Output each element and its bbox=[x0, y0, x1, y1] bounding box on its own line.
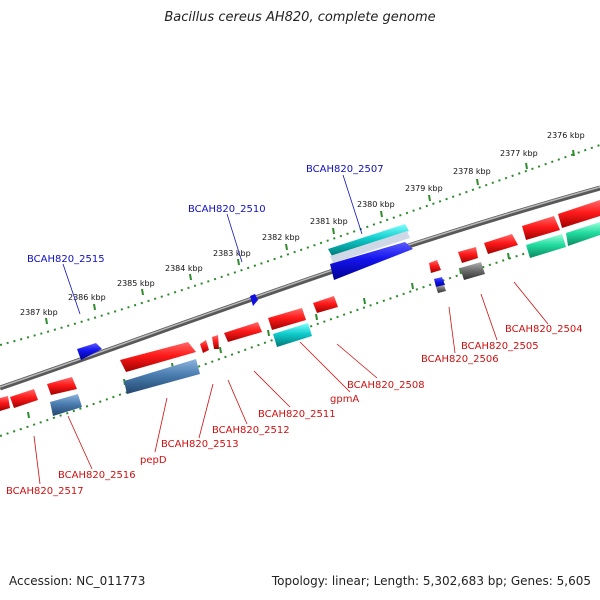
gene-arrow[interactable] bbox=[200, 340, 209, 353]
gene-label-BCAH820_2517[interactable]: BCAH820_2517 bbox=[6, 486, 84, 497]
kbp-label: 2387 kbp bbox=[20, 308, 58, 317]
gene-arrow[interactable] bbox=[268, 308, 306, 330]
gene-label-gpmA[interactable]: gpmA bbox=[330, 394, 359, 405]
gene-arrow[interactable] bbox=[330, 242, 413, 280]
gene-arrow[interactable] bbox=[313, 296, 338, 313]
reverse-label-leaders bbox=[33, 281, 549, 485]
gene-label-BCAH820_2515[interactable]: BCAH820_2515 bbox=[27, 254, 105, 265]
gene-arrow[interactable] bbox=[77, 343, 102, 360]
gene-label-BCAH820_2508[interactable]: BCAH820_2508 bbox=[347, 380, 425, 391]
gene-label-BCAH820_2506[interactable]: BCAH820_2506 bbox=[421, 354, 499, 365]
kbp-label: 2383 kbp bbox=[213, 249, 251, 258]
gene-arrow[interactable] bbox=[460, 262, 485, 280]
gene-arrow[interactable] bbox=[10, 389, 38, 408]
gene-label-BCAH820_2504[interactable]: BCAH820_2504 bbox=[505, 324, 583, 335]
gene-arrow[interactable] bbox=[526, 234, 566, 258]
gene-label-BCAH820_2510[interactable]: BCAH820_2510 bbox=[188, 204, 266, 215]
gene-label-BCAH820_2507[interactable]: BCAH820_2507 bbox=[306, 164, 384, 175]
gene-arrow[interactable] bbox=[330, 231, 410, 263]
gene-arrow[interactable] bbox=[434, 277, 445, 287]
gene-arrow[interactable] bbox=[212, 335, 219, 349]
kbp-label: 2376 kbp bbox=[547, 131, 585, 140]
gene-arrow[interactable] bbox=[436, 285, 446, 293]
gene-arrow[interactable] bbox=[47, 377, 77, 395]
reverse-strand-genes bbox=[50, 222, 600, 416]
kbp-label: 2386 kbp bbox=[68, 293, 106, 302]
upper-ruler bbox=[0, 144, 600, 346]
kbp-label: 2384 kbp bbox=[165, 264, 203, 273]
gene-label-BCAH820_2513[interactable]: BCAH820_2513 bbox=[161, 439, 239, 450]
kbp-label: 2380 kbp bbox=[357, 200, 395, 209]
gene-arrow[interactable] bbox=[250, 294, 258, 306]
kbp-label: 2377 kbp bbox=[500, 149, 538, 158]
gene-arrow[interactable] bbox=[50, 394, 82, 416]
gene-label-BCAH820_2505[interactable]: BCAH820_2505 bbox=[461, 341, 539, 352]
accession-text: Accession: NC_011773 bbox=[9, 574, 146, 588]
kbp-label: 2379 kbp bbox=[405, 184, 443, 193]
gene-arrow[interactable] bbox=[484, 234, 518, 254]
gene-arrow[interactable] bbox=[124, 359, 200, 394]
genome-summary-text: Topology: linear; Length: 5,302,683 bp; … bbox=[271, 574, 591, 588]
forward-label-leaders bbox=[62, 174, 363, 315]
gene-arrow[interactable] bbox=[458, 247, 478, 263]
gene-arrow[interactable] bbox=[224, 322, 262, 342]
genome-title: Bacillus cereus AH820, complete genome bbox=[164, 10, 436, 25]
gene-arrow[interactable] bbox=[429, 260, 441, 273]
gene-arrow[interactable] bbox=[558, 200, 600, 228]
upper-ruler-ticks bbox=[45, 149, 575, 325]
gene-arrow[interactable] bbox=[0, 396, 10, 411]
gene-arrow[interactable] bbox=[120, 342, 196, 372]
kbp-label: 2381 kbp bbox=[310, 217, 348, 226]
gene-arrow[interactable] bbox=[522, 216, 560, 240]
kbp-label: 2385 kbp bbox=[117, 279, 155, 288]
gene-arrow[interactable] bbox=[566, 222, 600, 246]
forward-strand-genes bbox=[0, 200, 600, 411]
gene-label-pepD[interactable]: pepD bbox=[140, 455, 167, 466]
genome-backbone bbox=[0, 185, 600, 391]
gene-arrow[interactable] bbox=[273, 323, 312, 347]
kbp-label: 2378 kbp bbox=[453, 167, 491, 176]
gene-label-BCAH820_2511[interactable]: BCAH820_2511 bbox=[258, 409, 336, 420]
gene-label-BCAH820_2512[interactable]: BCAH820_2512 bbox=[212, 425, 290, 436]
gene-arrow[interactable] bbox=[328, 224, 409, 256]
gene-label-BCAH820_2516[interactable]: BCAH820_2516 bbox=[58, 470, 136, 481]
kbp-label: 2382 kbp bbox=[262, 233, 300, 242]
